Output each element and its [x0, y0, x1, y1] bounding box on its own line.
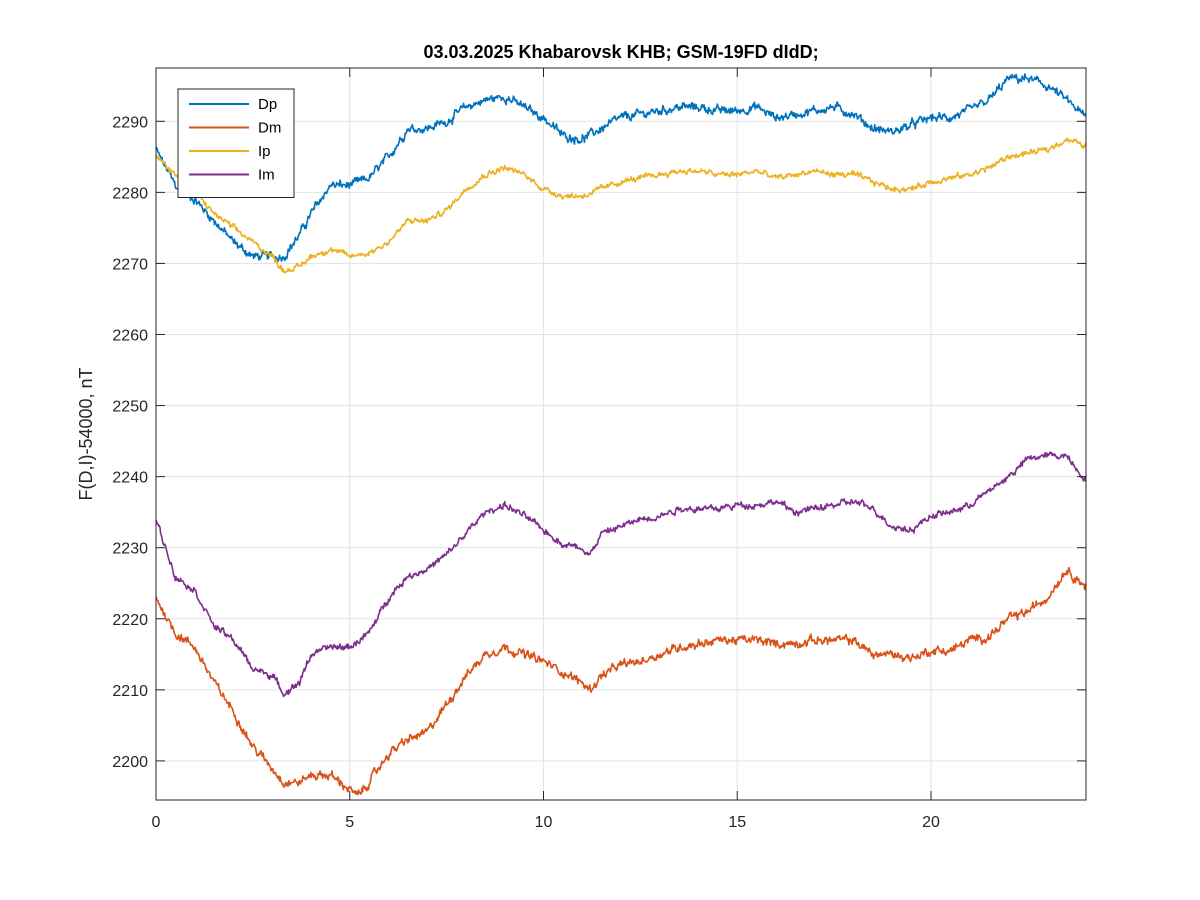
y-tick-label: 2260 — [112, 328, 148, 345]
y-tick-label: 2270 — [112, 256, 148, 273]
y-tick-label: 2230 — [112, 541, 148, 558]
axes-box — [155, 67, 1087, 801]
y-tick-label: 2210 — [112, 683, 148, 700]
series-line-im — [156, 451, 1086, 698]
x-tick-label: 0 — [152, 814, 161, 831]
x-tick-label: 5 — [345, 814, 354, 831]
y-axis-label: F(D,I)-54000, nT — [76, 367, 96, 500]
chart-title: 03.03.2025 Khabarovsk KHB; GSM-19FD dIdD… — [423, 42, 818, 62]
y-tick-label: 2250 — [112, 399, 148, 416]
legend-box — [177, 88, 295, 198]
x-tick-label: 15 — [728, 814, 746, 831]
legend: Dp Dm Ip Im — [177, 88, 295, 198]
x-tick-label: 20 — [922, 814, 940, 831]
series-lines — [156, 73, 1086, 796]
legend-label-ip: Ip — [258, 143, 271, 160]
axis-ticks: 0 5 10 15 20 2200 2210 2220 2230 2240 2250 2260 2270… — [112, 68, 1086, 831]
y-tick-label: 2280 — [112, 185, 148, 202]
legend-label-dp: Dp — [258, 96, 277, 113]
grid-lines — [155, 68, 1086, 800]
legend-label-im: Im — [258, 167, 275, 184]
y-tick-label: 2220 — [112, 612, 148, 629]
series-line-ip — [156, 137, 1086, 274]
y-tick-label: 2290 — [112, 114, 148, 131]
series-line-dm — [156, 566, 1086, 796]
x-tick-label: 10 — [535, 814, 553, 831]
legend-label-dm: Dm — [258, 120, 281, 137]
y-tick-label: 2200 — [112, 754, 148, 771]
series-line-dp — [156, 73, 1086, 262]
y-tick-label: 2240 — [112, 470, 148, 487]
